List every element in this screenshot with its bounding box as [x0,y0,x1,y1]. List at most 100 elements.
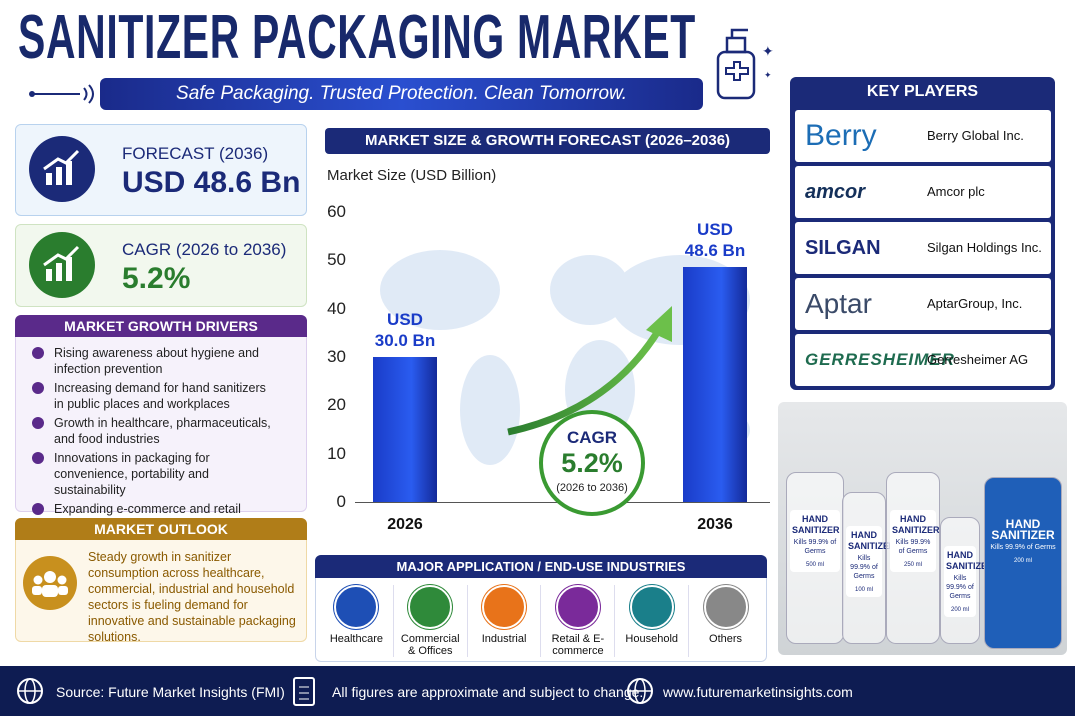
player-name: Amcor plc [927,184,985,199]
bottle-label: HAND SANITIZER Kills 99.9% of Germs 500 ml [790,510,840,573]
y-tick-label: 40 [327,298,346,318]
application-item: Retail & E-commerce [540,585,614,657]
drivers-title: MARKET GROWTH DRIVERS [15,315,307,337]
application-icon [334,585,379,629]
player-name: Gerresheimer AG [927,352,1029,367]
y-tick-label: 30 [327,347,346,366]
application-label: Industrial [481,633,527,645]
application-label: Household [625,633,679,645]
check-icon [32,347,44,359]
y-axis-label: Market Size (USD Billion) [327,167,497,184]
applications-title: MAJOR APPLICATION / END-USE INDUSTRIES [315,555,767,578]
bottle: HAND SANITIZER Kills 99.9% of Germs 250 ml [886,472,940,644]
bottle-volume: 200 ml [950,606,969,613]
growth-arrow [507,306,672,436]
doc-icon [293,677,315,706]
check-icon [32,503,44,515]
check-icon [32,417,44,429]
svg-text:✦: ✦ [762,43,774,59]
title: SANITIZER PACKAGING MARKET [18,3,696,72]
player-row: GERRESHEIMER Gerresheimer AG [795,334,1051,386]
application-icon [555,585,600,629]
application-icon [629,585,674,629]
y-tick-label: 10 [327,443,346,463]
outlook-title: MARKET OUTLOOK [15,518,307,540]
bottle-claim: Kills 99.9% of Germs [895,539,931,556]
application-label: Healthcare [329,633,384,645]
application-item: Others [688,585,762,657]
cagr-badge-value: 5.2% [561,448,623,478]
value-label: USD 48.6 Bn [684,220,746,261]
bottle: HAND SANITIZER Kills 99.9% of Germs 500 ml [786,472,844,644]
bottle-icon: ✦✦ [716,28,774,100]
bottle-claim: Kills 99.9% of Germs [850,555,878,580]
driver-text: Innovations in packaging for convenience… [54,451,210,497]
bottle-volume: 250 ml [903,562,922,569]
bottle-title: HAND SANITIZER [946,549,994,571]
bottle-claim: Kills 99.9% of Germs [946,574,974,600]
player-row: Berry Berry Global Inc. [795,110,1051,162]
footer-website: www.futuremarketinsights.com [663,684,853,700]
driver-text: Increasing demand for hand sanitizers in… [54,381,266,411]
drivers-list: Rising awareness about hygiene and infec… [32,345,272,536]
cagr-label: CAGR (2026 to 2036) [122,240,287,259]
forecast-value: USD 48.6 Bn [122,166,301,199]
bar [683,267,747,502]
application-icon [408,585,453,629]
y-tick-label: 60 [327,202,346,221]
players-title: KEY PLAYERS [866,83,979,100]
player-logo: SILGAN [805,237,881,259]
chart-title: MARKET SIZE & GROWTH FORECAST (2026–2036… [325,128,770,154]
player-logo: Berry [805,119,877,152]
player-row: amcor Amcor plc [795,166,1051,218]
cagr-icon [29,232,95,298]
player-logo: Aptar [805,288,872,319]
bottle-label: HAND SANITIZER Kills 99.9% of Germs 250 ml [890,510,940,573]
cagr-badge-title: CAGR [566,428,618,447]
x-tick-label: 2026 [387,516,423,533]
footer-source: Source: Future Market Insights (FMI) [56,684,285,700]
x-tick-label: 2036 [697,516,733,533]
bottle-title: HAND SANITIZER [848,530,896,551]
forecast-label: FORECAST (2036) [122,144,269,163]
player-logo: amcor [805,181,866,203]
player-row: SILGAN Silgan Holdings Inc. [795,222,1051,274]
y-tick-label: 20 [327,395,346,415]
driver-item: Rising awareness about hygiene and infec… [32,345,272,377]
bottle: HAND SANITIZER Kills 99.9% of Germs 100 ml [842,492,896,644]
bottle: HAND SANITIZER Kills 99.9% of Germs 200 ml [984,477,1062,649]
player-name: Berry Global Inc. [927,128,1024,143]
bottle-title: HAND SANITIZER [792,514,840,536]
cagr-badge [539,410,645,516]
bottle-title: HAND SANITIZER [991,517,1055,543]
bottle-title: HAND SANITIZER [892,514,940,536]
applications-list: Healthcare Commercial & Offices Industrial… [320,585,762,657]
svg-text:✦: ✦ [764,70,772,80]
cagr-badge-period: (2026 to 2036) [556,482,628,494]
bottle: HAND SANITIZER Kills 99.9% of Germs 200 ml [940,517,994,644]
y-tick-label: 0 [336,492,346,511]
application-label: Others [709,633,743,645]
bottle-claim: Kills 99.9% of Germs [990,544,1056,552]
globe-icon [17,678,43,704]
outlook-text: Steady growth in sanitizer consumption a… [88,550,296,644]
application-icon [703,585,748,629]
players-list: Berry Berry Global Inc. amcor Amcor plc SILG… [795,110,1051,390]
bottle-volume: 200 ml [1013,558,1032,565]
bar [373,357,437,502]
driver-item: Increasing demand for hand sanitizers in… [32,380,272,412]
application-item: Healthcare [320,585,393,657]
application-icon [482,585,527,629]
footer-note: All figures are approximate and subject … [332,684,644,700]
application-label: Commercial & Offices [400,633,460,657]
outlook-icon [23,556,77,610]
product-bottles: HAND SANITIZER Kills 99.9% of Germs 500 ml… [778,402,1067,655]
y-tick-label: 50 [327,250,346,270]
bottle-label: HAND SANITIZER Kills 99.9% of Germs 200 ml [944,545,994,617]
application-item: Household [614,585,688,657]
bottle-volume: 500 ml [805,562,824,569]
value-label: USD 30.0 Bn [374,310,436,350]
cagr-value: 5.2% [122,262,191,295]
application-item: Commercial & Offices [392,585,467,657]
web-icon [627,678,653,704]
